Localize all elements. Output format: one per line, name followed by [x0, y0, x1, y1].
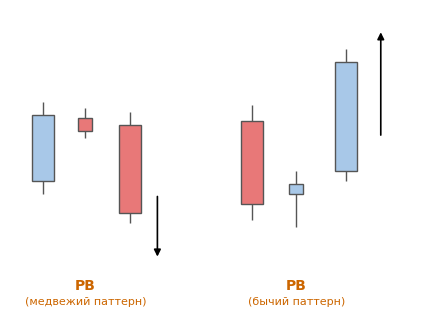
Text: РВ: РВ	[75, 279, 96, 292]
Bar	[335, 62, 357, 171]
Bar	[240, 122, 263, 203]
Text: (медвежий паттерн): (медвежий паттерн)	[25, 297, 146, 307]
Bar	[290, 184, 303, 194]
Text: РВ: РВ	[286, 279, 307, 292]
Bar	[119, 125, 141, 214]
Bar	[78, 118, 92, 131]
Bar	[32, 115, 54, 181]
Text: (бычий паттерн): (бычий паттерн)	[248, 297, 345, 307]
